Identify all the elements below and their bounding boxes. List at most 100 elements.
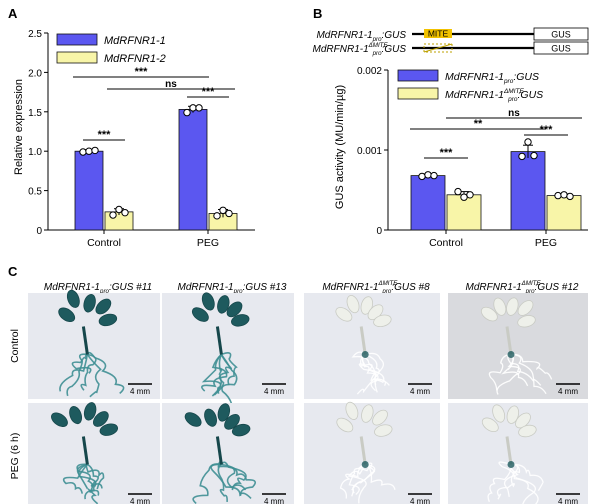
stem bbox=[215, 436, 223, 465]
data-point bbox=[430, 171, 438, 180]
root bbox=[66, 353, 88, 397]
seedling-photo: 4 mm bbox=[28, 402, 160, 504]
root bbox=[496, 463, 519, 500]
stem bbox=[359, 326, 367, 355]
y-tick-label: 1.0 bbox=[28, 147, 42, 158]
data-point bbox=[195, 104, 203, 112]
data-point bbox=[518, 152, 526, 161]
root bbox=[71, 352, 92, 374]
mite-element bbox=[424, 29, 452, 38]
root bbox=[86, 351, 125, 394]
leaf bbox=[480, 306, 498, 322]
stained-node bbox=[361, 350, 369, 358]
root bbox=[510, 463, 544, 491]
legend-label: MdRFNR1-1ΔMITE pro:GUS bbox=[445, 88, 543, 103]
y-tick-label: 0.001 bbox=[357, 146, 382, 157]
x-tick-label: PEG bbox=[197, 237, 219, 249]
seedling-photo: 4 mm bbox=[448, 293, 588, 399]
data-point bbox=[560, 191, 568, 199]
root bbox=[507, 353, 542, 386]
gus-box-label: GUS bbox=[551, 30, 571, 40]
photo-background bbox=[304, 403, 440, 504]
column-title: MdRFNR1-1ΔMITE pro:GUS #8 bbox=[322, 280, 430, 295]
construct-label: MdRFNR1-1ΔMITE pro:GUS bbox=[313, 42, 407, 57]
photo-background bbox=[448, 293, 588, 399]
leaf bbox=[336, 417, 354, 433]
mite-deletion bbox=[423, 43, 453, 53]
leaf bbox=[191, 307, 209, 322]
y-tick-label: 0.002 bbox=[357, 66, 382, 77]
data-point bbox=[554, 191, 562, 200]
chart-a: Relative expression 0 0.5 1.0 1.5 2.0 2.5 Cont… bbox=[13, 29, 255, 249]
root bbox=[488, 353, 512, 391]
stained-node bbox=[507, 350, 515, 358]
leaf bbox=[515, 412, 531, 429]
leaf bbox=[184, 412, 202, 427]
x-tick-label: Control bbox=[429, 237, 463, 249]
leaf bbox=[93, 411, 109, 427]
data-point bbox=[566, 192, 574, 201]
root bbox=[510, 463, 537, 504]
data-point bbox=[183, 108, 191, 117]
leaf bbox=[517, 300, 534, 316]
root bbox=[487, 464, 512, 503]
y-tick-label: 2.0 bbox=[28, 68, 42, 79]
scale-bar-label: 4 mm bbox=[410, 387, 430, 396]
leaf bbox=[374, 424, 393, 437]
construct-diagram: MdRFNR1-1pro:GUS GUS MITE MdRFNR1-1ΔMITE pro… bbox=[313, 27, 589, 57]
data-point bbox=[79, 148, 87, 156]
leaf bbox=[99, 423, 119, 436]
root bbox=[210, 463, 252, 500]
root bbox=[356, 353, 380, 395]
bar bbox=[410, 175, 446, 231]
chart-b: GUS activity (MU/min/µg) 0 0.001 0.002 Cont… bbox=[334, 66, 588, 249]
scale-bar-label: 4 mm bbox=[264, 387, 284, 396]
root bbox=[76, 463, 100, 496]
root bbox=[86, 354, 102, 398]
seedling-photo: 4 mm bbox=[448, 403, 588, 504]
data-point bbox=[460, 193, 468, 201]
scale-bar-label: 4 mm bbox=[558, 387, 578, 396]
root bbox=[62, 463, 88, 494]
significance-label: *** bbox=[540, 124, 554, 136]
bar bbox=[178, 109, 208, 231]
significance-label: *** bbox=[202, 86, 216, 98]
column-title: MdRFNR1-1pro:GUS #11 bbox=[44, 282, 152, 295]
chart-a-ylabel: Relative expression bbox=[13, 79, 25, 175]
significance-label: ns bbox=[508, 108, 520, 119]
y-tick-label: 1.5 bbox=[28, 108, 42, 119]
data-point bbox=[418, 172, 426, 181]
seedling-photo: 4 mm bbox=[28, 289, 160, 399]
leaf bbox=[481, 417, 499, 433]
leaf bbox=[506, 297, 519, 316]
leaf bbox=[372, 409, 388, 426]
seedling-photo: 4 mm bbox=[304, 293, 440, 399]
construct-label: MdRFNR1-1pro:GUS bbox=[316, 30, 406, 43]
leaf bbox=[506, 405, 520, 424]
root bbox=[498, 461, 539, 504]
seedling-photo: 4 mm bbox=[162, 292, 294, 405]
data-point bbox=[115, 205, 123, 214]
root bbox=[59, 352, 89, 392]
stem bbox=[505, 436, 513, 465]
leaf bbox=[83, 402, 97, 421]
leaf bbox=[346, 295, 360, 314]
leaf bbox=[204, 408, 217, 427]
panel-a-label: A bbox=[8, 6, 18, 21]
gus-box bbox=[533, 41, 589, 55]
root bbox=[201, 353, 228, 392]
y-tick-label: 2.5 bbox=[28, 29, 42, 40]
root bbox=[85, 463, 105, 490]
column-title: MdRFNR1-1pro:GUS #13 bbox=[178, 282, 287, 295]
legend-swatch bbox=[397, 69, 439, 82]
root bbox=[192, 463, 222, 504]
scale-bar-label: 4 mm bbox=[264, 497, 284, 504]
leaf bbox=[492, 404, 506, 423]
leaf bbox=[58, 307, 76, 323]
root bbox=[80, 353, 97, 391]
bar bbox=[546, 195, 582, 231]
stem bbox=[359, 436, 367, 465]
root bbox=[339, 463, 366, 499]
stem bbox=[215, 326, 223, 355]
